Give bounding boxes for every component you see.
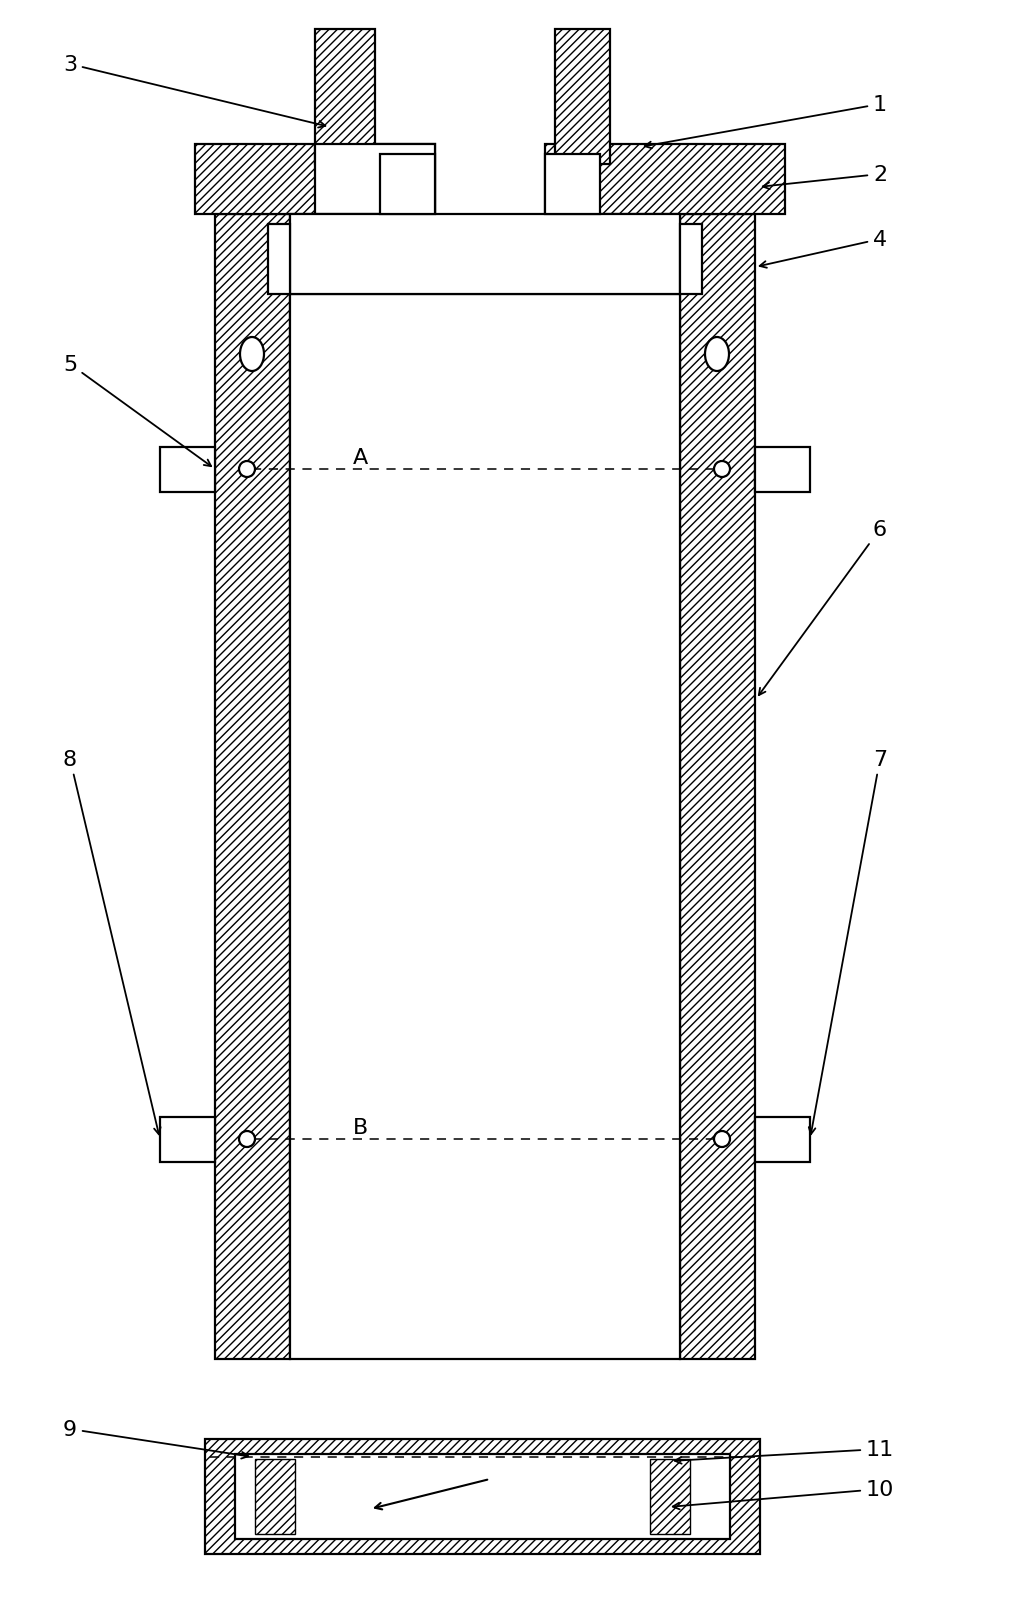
Bar — [290, 214, 680, 295]
Text: 7: 7 — [809, 750, 887, 1134]
Text: A: A — [352, 448, 367, 467]
Ellipse shape — [705, 338, 729, 372]
Ellipse shape — [240, 338, 264, 372]
Bar — [268, 226, 290, 295]
Bar — [380, 154, 435, 214]
Bar — [680, 214, 755, 1358]
Bar — [315, 144, 435, 214]
Bar — [755, 1117, 810, 1162]
Bar — [160, 448, 215, 493]
Text: 1: 1 — [644, 94, 887, 149]
Circle shape — [714, 1131, 730, 1147]
Text: 2: 2 — [763, 166, 887, 190]
Bar — [290, 295, 680, 1358]
Circle shape — [239, 461, 255, 477]
Bar — [650, 1459, 690, 1534]
Bar — [545, 154, 601, 214]
Bar — [235, 1454, 730, 1539]
Text: 11: 11 — [675, 1440, 894, 1464]
Bar — [215, 214, 290, 1358]
Text: 9: 9 — [63, 1419, 249, 1459]
Bar — [755, 448, 810, 493]
Circle shape — [714, 461, 730, 477]
Text: 10: 10 — [673, 1479, 894, 1509]
Bar — [545, 144, 785, 214]
Bar — [315, 29, 375, 166]
Bar — [255, 1459, 295, 1534]
Text: B: B — [352, 1117, 367, 1138]
Text: 5: 5 — [62, 355, 211, 467]
Text: 3: 3 — [63, 55, 325, 128]
Circle shape — [239, 1131, 255, 1147]
Bar — [205, 1440, 760, 1555]
Bar — [555, 29, 610, 166]
Text: 8: 8 — [63, 750, 161, 1134]
Text: 6: 6 — [759, 519, 887, 696]
Bar — [680, 226, 702, 295]
Text: 4: 4 — [760, 230, 887, 268]
Bar — [160, 1117, 215, 1162]
Bar — [195, 144, 435, 214]
